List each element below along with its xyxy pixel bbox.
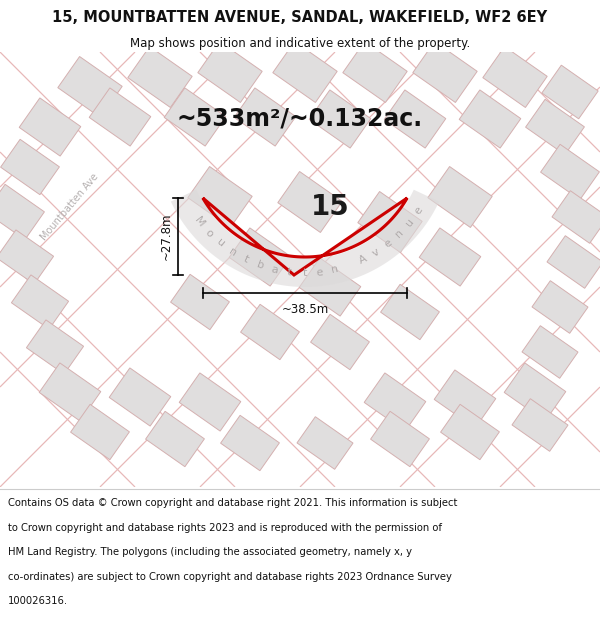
Text: a: a — [270, 264, 279, 275]
Polygon shape — [526, 99, 584, 155]
Polygon shape — [512, 399, 568, 451]
Polygon shape — [171, 190, 439, 287]
Text: e: e — [316, 267, 323, 278]
Polygon shape — [434, 370, 496, 428]
Polygon shape — [552, 191, 600, 243]
Text: to Crown copyright and database rights 2023 and is reproduced with the permissio: to Crown copyright and database rights 2… — [8, 522, 442, 532]
Polygon shape — [278, 171, 342, 232]
Polygon shape — [522, 326, 578, 378]
Text: o: o — [203, 227, 215, 239]
Polygon shape — [541, 144, 599, 200]
Text: n: n — [330, 264, 339, 276]
Polygon shape — [343, 41, 407, 102]
Text: A: A — [358, 254, 368, 266]
Polygon shape — [364, 373, 426, 431]
Polygon shape — [384, 90, 446, 148]
Polygon shape — [273, 41, 337, 102]
Polygon shape — [459, 90, 521, 148]
Polygon shape — [198, 41, 262, 102]
Polygon shape — [241, 304, 299, 360]
Polygon shape — [504, 363, 566, 421]
Text: HM Land Registry. The polygons (including the associated geometry, namely x, y: HM Land Registry. The polygons (includin… — [8, 547, 412, 557]
Text: n: n — [394, 228, 406, 240]
Polygon shape — [428, 166, 492, 228]
Text: 15: 15 — [311, 193, 349, 221]
Text: 15, MOUNTBATTEN AVENUE, SANDAL, WAKEFIELD, WF2 6EY: 15, MOUNTBATTEN AVENUE, SANDAL, WAKEFIEL… — [52, 11, 548, 26]
Polygon shape — [203, 198, 407, 275]
Text: 100026316.: 100026316. — [8, 596, 68, 606]
Polygon shape — [311, 314, 370, 370]
Text: e: e — [413, 204, 425, 216]
Polygon shape — [71, 404, 130, 460]
Polygon shape — [11, 275, 68, 329]
Text: ~38.5m: ~38.5m — [281, 303, 329, 316]
Polygon shape — [170, 274, 229, 330]
Polygon shape — [109, 368, 171, 426]
Polygon shape — [1, 139, 59, 195]
Text: ~533m²/~0.132ac.: ~533m²/~0.132ac. — [177, 107, 423, 131]
Polygon shape — [229, 228, 291, 286]
Polygon shape — [483, 46, 547, 108]
Polygon shape — [299, 258, 361, 316]
Polygon shape — [532, 281, 588, 333]
Text: t: t — [242, 254, 250, 265]
Polygon shape — [39, 363, 101, 421]
Text: t: t — [287, 267, 292, 278]
Text: Mountbatten Ave: Mountbatten Ave — [39, 172, 101, 242]
Polygon shape — [542, 65, 598, 119]
Polygon shape — [380, 284, 439, 340]
Text: n: n — [227, 246, 239, 258]
Text: ~27.8m: ~27.8m — [160, 213, 173, 260]
Polygon shape — [26, 320, 83, 374]
Polygon shape — [440, 404, 499, 460]
Polygon shape — [297, 417, 353, 469]
Polygon shape — [309, 90, 371, 148]
Text: Map shows position and indicative extent of the property.: Map shows position and indicative extent… — [130, 38, 470, 51]
Polygon shape — [221, 415, 280, 471]
Polygon shape — [19, 98, 81, 156]
Text: u: u — [215, 237, 226, 249]
Text: t: t — [302, 268, 307, 278]
Polygon shape — [188, 166, 252, 228]
Polygon shape — [234, 88, 296, 146]
Text: v: v — [371, 246, 382, 259]
Polygon shape — [547, 236, 600, 288]
Text: e: e — [383, 238, 394, 250]
Text: u: u — [404, 216, 416, 228]
Polygon shape — [58, 56, 122, 118]
Polygon shape — [358, 191, 422, 253]
Polygon shape — [413, 41, 477, 102]
Polygon shape — [419, 228, 481, 286]
Text: M: M — [193, 214, 206, 228]
Text: Contains OS data © Crown copyright and database right 2021. This information is : Contains OS data © Crown copyright and d… — [8, 498, 457, 508]
Polygon shape — [179, 373, 241, 431]
Polygon shape — [371, 411, 430, 467]
Text: b: b — [255, 259, 265, 271]
Polygon shape — [164, 88, 226, 146]
Polygon shape — [128, 46, 192, 108]
Text: co-ordinates) are subject to Crown copyright and database rights 2023 Ordnance S: co-ordinates) are subject to Crown copyr… — [8, 572, 452, 582]
Polygon shape — [146, 411, 205, 467]
Polygon shape — [0, 184, 44, 240]
Polygon shape — [0, 230, 53, 284]
Polygon shape — [89, 88, 151, 146]
